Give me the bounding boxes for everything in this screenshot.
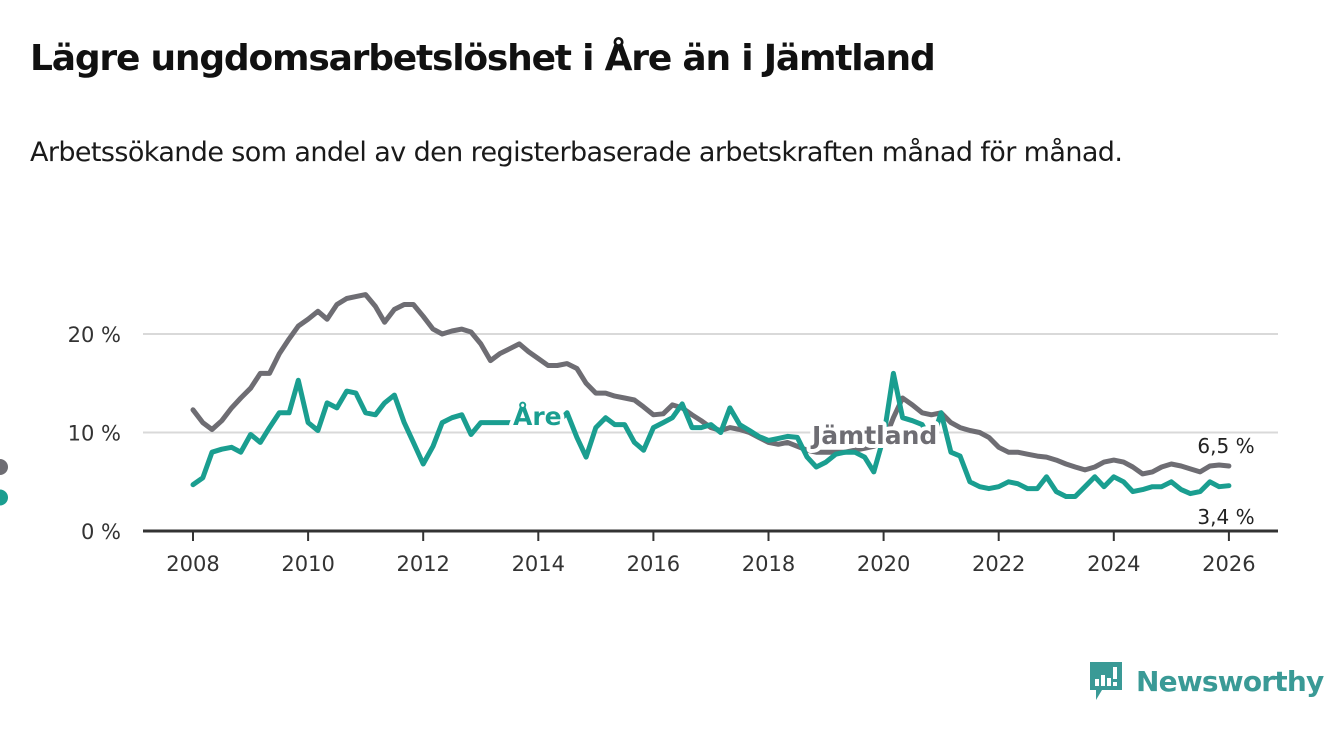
- end-value-are-halo: 3,4 %: [1197, 505, 1254, 529]
- series-line-jamtland: [190, 292, 1232, 477]
- line-chart: 0 % 10 % 20 % 2008 2010 2012 2014 2016 2018 2020…: [0, 292, 1278, 576]
- series-label-jamtland: Jämtland: [810, 421, 937, 450]
- gridlines: [143, 333, 1278, 434]
- newsworthy-logo: Newsworthy: [1088, 660, 1324, 702]
- x-tick-label: 2014: [512, 552, 565, 576]
- series-lines: [0, 292, 1232, 506]
- x-tick-label: 2010: [281, 552, 334, 576]
- end-value-jamtland: 6,5 %: [1197, 434, 1254, 458]
- x-axis: 2008 2010 2012 2014 2016 2018 2020 2022 2024 2026: [143, 529, 1278, 576]
- x-tick-label: 2016: [627, 552, 680, 576]
- y-tick-label: 0 %: [81, 520, 121, 544]
- chart-subtitle: Arbetssökande som andel av den registerb…: [30, 137, 1123, 168]
- brand-name: Newsworthy: [1136, 664, 1324, 698]
- x-tick-label: 2022: [972, 552, 1025, 576]
- x-tick-label: 2008: [166, 552, 219, 576]
- x-tick-label: 2018: [742, 552, 795, 576]
- x-tick-label: 2026: [1202, 552, 1255, 576]
- y-axis-ticks: 0 % 10 % 20 %: [68, 323, 121, 544]
- series-line-are: [190, 370, 1232, 499]
- y-tick-label: 20 %: [68, 323, 121, 347]
- end-marker-jamtland: [0, 458, 8, 475]
- series-label-jamtland-halo: Jämtland: [810, 421, 937, 450]
- newsworthy-logo-icon: [1090, 662, 1122, 700]
- x-tick-label: 2020: [857, 552, 910, 576]
- series-label-are: Åre: [513, 402, 562, 431]
- series-label-are-halo: Åre: [513, 402, 562, 431]
- end-marker-are: [0, 489, 8, 506]
- end-value-are: 3,4 %: [1197, 505, 1254, 529]
- chart-title: Lägre ungdomsarbetslöshet i Åre än i Jäm…: [30, 38, 936, 79]
- x-tick-label: 2012: [396, 552, 449, 576]
- y-tick-label: 10 %: [68, 422, 121, 446]
- x-tick-label: 2024: [1087, 552, 1140, 576]
